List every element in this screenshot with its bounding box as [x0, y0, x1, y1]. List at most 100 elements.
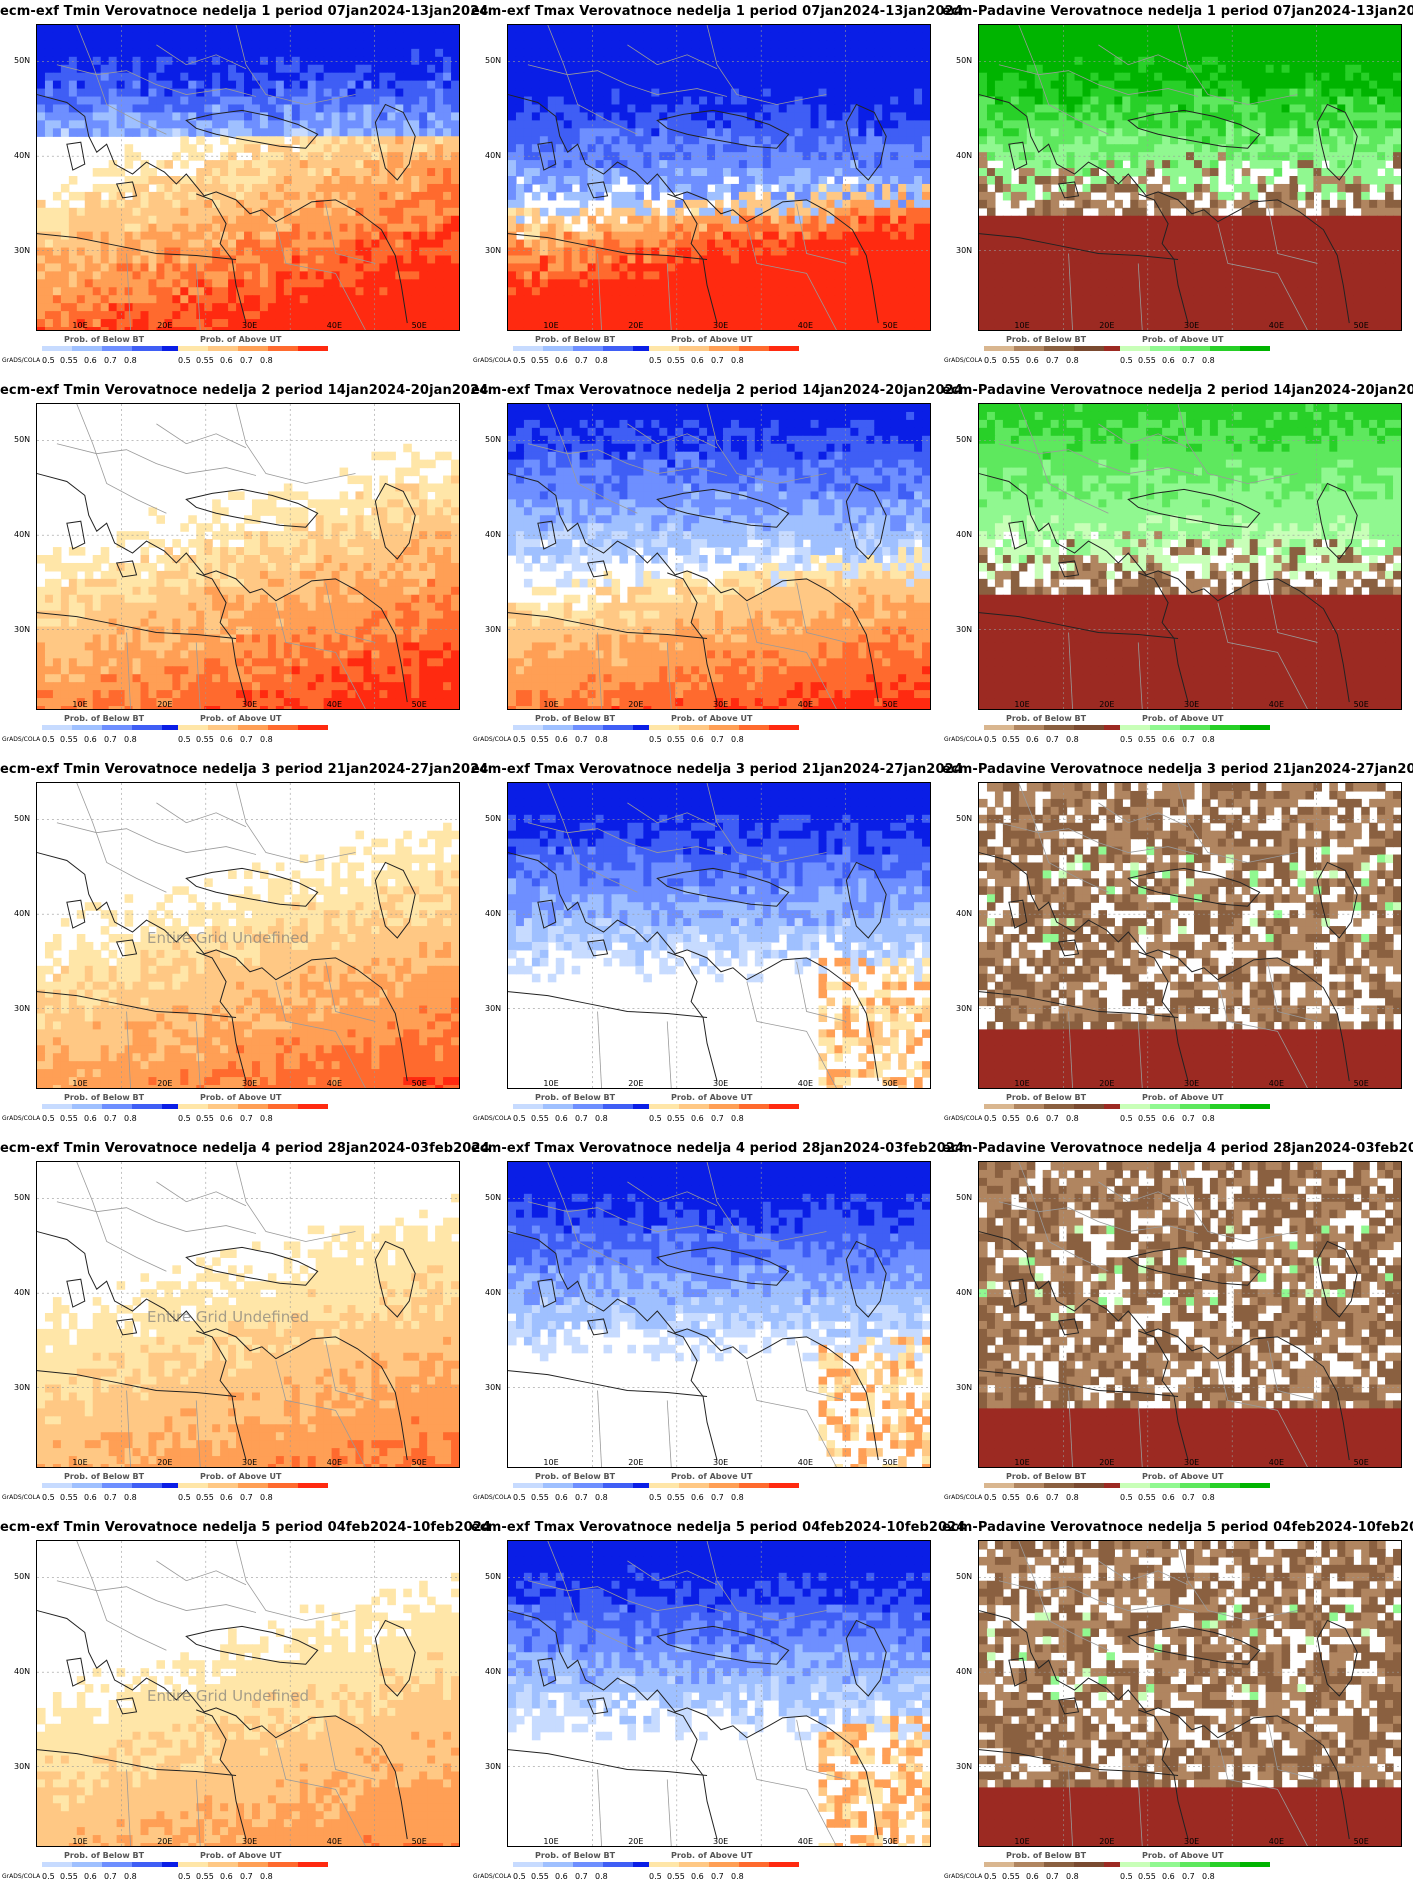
longitude-label: 10E: [72, 1458, 87, 1467]
color-swatch: [603, 346, 633, 351]
scale-tick: 0.5: [984, 1872, 997, 1881]
longitude-label: 40E: [327, 700, 342, 709]
longitude-label: 40E: [327, 1458, 342, 1467]
latitude-label: 50N: [14, 1193, 30, 1202]
scale-tick: 0.55: [531, 735, 549, 744]
above-probability-scale: Prob. of Above UT 0.5 0.55 0.6 0.7 0.8: [1120, 1093, 1270, 1133]
above-color-bar: [178, 1104, 328, 1109]
probability-field: [508, 1162, 930, 1467]
probability-legend: GrADS/COLA Prob. of Below BT 0.5 0.55 0.6 0.7…: [0, 335, 471, 375]
scale-tick: 0.55: [1002, 735, 1020, 744]
color-swatch: [1044, 725, 1074, 730]
longitude-label: 40E: [798, 1837, 813, 1846]
scale-tick: 0.7: [1182, 1872, 1195, 1881]
scale-tick: 0.55: [1002, 356, 1020, 365]
scale-tick: 0.5: [42, 1493, 55, 1502]
latitude-label: 50N: [14, 435, 30, 444]
scale-tick: 0.5: [984, 356, 997, 365]
grads-credit: GrADS/COLA: [473, 357, 511, 364]
color-swatch: [709, 1104, 739, 1109]
color-swatch: [513, 346, 543, 351]
below-color-bar: [42, 346, 192, 351]
longitude-label: 30E: [242, 1458, 257, 1467]
panel-title: ecm-exf Tmax Verovatnoce nedelja 2 perio…: [471, 383, 963, 398]
longitude-label: 10E: [543, 321, 558, 330]
above-color-bar: [1120, 346, 1270, 351]
color-swatch: [984, 1862, 1014, 1867]
forecast-map: 10E 20E 30E 40E 50E: [507, 1540, 931, 1847]
scale-tick: 0.6: [691, 356, 704, 365]
forecast-panel: ecm-Padavine Verovatnoce nedelja 4 perio…: [942, 1137, 1413, 1516]
latitude-label: 50N: [14, 814, 30, 823]
scale-tick: 0.5: [1120, 735, 1133, 744]
below-color-bar: [42, 725, 192, 730]
latitude-label: 50N: [485, 1572, 501, 1581]
probability-legend: GrADS/COLA Prob. of Below BT 0.5 0.55 0.6 0.7…: [0, 1472, 471, 1512]
scale-tick: 0.55: [1138, 735, 1156, 744]
probability-field: [37, 783, 459, 1088]
scale-tick: 0.8: [1202, 735, 1215, 744]
color-swatch: [1210, 346, 1240, 351]
below-color-bar: [984, 346, 1134, 351]
scale-tick: 0.5: [42, 1872, 55, 1881]
below-probability-scale: Prob. of Below BT 0.5 0.55 0.6 0.7 0.8: [984, 335, 1134, 375]
scale-tick: 0.6: [1162, 356, 1175, 365]
longitude-label: 20E: [1099, 1837, 1114, 1846]
longitude-label: 40E: [798, 1458, 813, 1467]
scale-tick: 0.6: [555, 1872, 568, 1881]
latitude-label: 40N: [956, 909, 972, 918]
grads-credit: GrADS/COLA: [2, 357, 40, 364]
scale-tick: 0.6: [84, 356, 97, 365]
color-swatch: [543, 1104, 573, 1109]
scale-tick: 0.8: [731, 1872, 744, 1881]
longitude-label: 20E: [157, 1458, 172, 1467]
scale-tick: 0.7: [575, 356, 588, 365]
above-probability-scale: Prob. of Above UT 0.5 0.55 0.6 0.7 0.8: [649, 1851, 799, 1891]
grads-credit: GrADS/COLA: [944, 736, 982, 743]
scale-tick: 0.55: [531, 1872, 549, 1881]
color-swatch: [1104, 725, 1134, 730]
scale-tick: 0.55: [667, 1114, 685, 1123]
above-scale-label: Prob. of Above UT: [671, 1472, 752, 1481]
color-swatch: [1150, 1862, 1180, 1867]
latitude-label: 30N: [956, 1004, 972, 1013]
color-swatch: [1240, 725, 1270, 730]
forecast-panel: ecm-exf Tmin Verovatnoce nedelja 3 perio…: [0, 758, 488, 1137]
forecast-panel: ecm-exf Tmin Verovatnoce nedelja 5 perio…: [0, 1516, 491, 1895]
below-color-bar: [513, 725, 663, 730]
color-swatch: [102, 1483, 132, 1488]
longitude-label: 30E: [1184, 1458, 1199, 1467]
color-swatch: [1044, 346, 1074, 351]
color-swatch: [649, 1104, 679, 1109]
color-swatch: [649, 1862, 679, 1867]
color-swatch: [633, 1483, 663, 1488]
color-swatch: [633, 346, 663, 351]
color-swatch: [573, 1862, 603, 1867]
longitude-label: 40E: [1269, 1079, 1284, 1088]
color-swatch: [1044, 1862, 1074, 1867]
color-swatch: [1150, 346, 1180, 351]
longitude-label: 20E: [1099, 321, 1114, 330]
longitude-label: 50E: [883, 321, 898, 330]
longitude-label: 30E: [713, 1079, 728, 1088]
panel-title: ecm-exf Tmax Verovatnoce nedelja 1 perio…: [471, 4, 963, 19]
color-swatch: [298, 1862, 328, 1867]
color-swatch: [72, 1104, 102, 1109]
longitude-label: 50E: [412, 700, 427, 709]
color-swatch: [513, 1483, 543, 1488]
color-swatch: [208, 1104, 238, 1109]
longitude-label: 10E: [543, 1079, 558, 1088]
below-probability-scale: Prob. of Below BT 0.5 0.55 0.6 0.7 0.8: [984, 1851, 1134, 1891]
scale-tick: 0.5: [649, 735, 662, 744]
latitude-label: 50N: [14, 1572, 30, 1581]
above-probability-scale: Prob. of Above UT 0.5 0.55 0.6 0.7 0.8: [649, 335, 799, 375]
color-swatch: [268, 1862, 298, 1867]
color-swatch: [162, 346, 192, 351]
scale-tick: 0.6: [84, 735, 97, 744]
longitude-label: 40E: [1269, 1837, 1284, 1846]
longitude-label: 10E: [1014, 321, 1029, 330]
below-scale-label: Prob. of Below BT: [64, 335, 144, 344]
below-probability-scale: Prob. of Below BT 0.5 0.55 0.6 0.7 0.8: [42, 1472, 192, 1512]
color-swatch: [162, 1483, 192, 1488]
color-swatch: [603, 1104, 633, 1109]
